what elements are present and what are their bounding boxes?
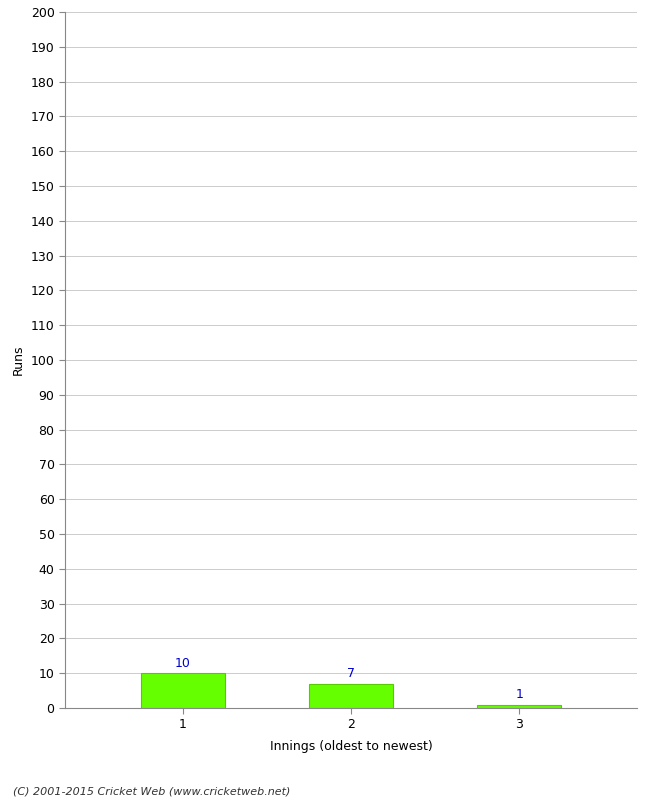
Bar (140, 674, 225, 708)
X-axis label: Innings (oldest to newest): Innings (oldest to newest) (270, 740, 432, 753)
Text: (C) 2001-2015 Cricket Web (www.cricketweb.net): (C) 2001-2015 Cricket Web (www.cricketwe… (13, 786, 291, 796)
Text: 1: 1 (515, 688, 523, 701)
Bar (309, 684, 393, 708)
Text: 10: 10 (175, 657, 190, 670)
Text: 7: 7 (347, 667, 355, 680)
Y-axis label: Runs: Runs (12, 345, 25, 375)
Bar (477, 705, 562, 708)
